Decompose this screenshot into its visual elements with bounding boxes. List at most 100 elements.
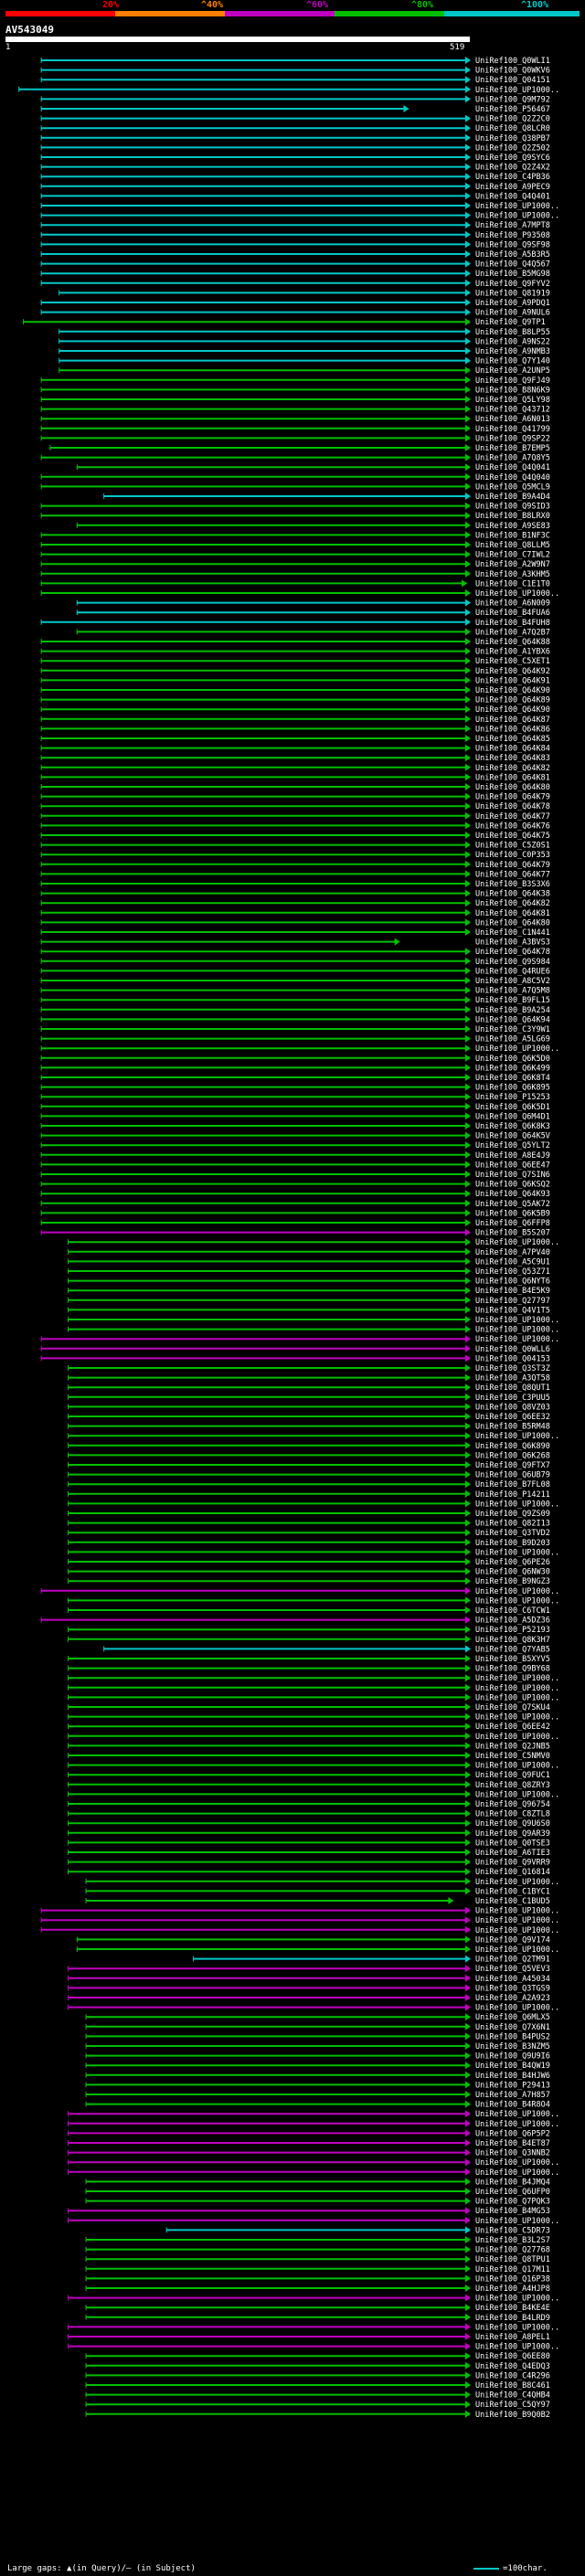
hit-label[interactable]: UniRef100_Q6M4D1	[475, 1112, 550, 1121]
hit-label[interactable]: UniRef100_B9FL15	[475, 996, 550, 1005]
hit-label[interactable]: UniRef100_Q9S984	[475, 958, 550, 967]
hit-label[interactable]: UniRef100_Q3ST3Z	[475, 1364, 550, 1373]
hit-label[interactable]: UniRef100_Q41799	[475, 425, 550, 434]
hit-label[interactable]: UniRef100_B4FUH8	[475, 619, 550, 628]
hit-label[interactable]: UniRef100_Q6MLX5	[475, 2013, 550, 2022]
hit-label[interactable]: UniRef100_Q96754	[475, 1800, 550, 1809]
hit-label[interactable]: UniRef100_C7IWL2	[475, 551, 550, 560]
hit-label[interactable]: UniRef100_Q64K88	[475, 638, 550, 647]
hit-label[interactable]: UniRef100_Q6PE26	[475, 1558, 550, 1567]
hit-label[interactable]: UniRef100_Q5LY98	[475, 396, 550, 405]
hit-label[interactable]: UniRef100_B4E5K9	[475, 1287, 550, 1296]
hit-label[interactable]: UniRef100_C5Z0S1	[475, 842, 550, 851]
hit-label[interactable]: UniRef100_Q27768	[475, 2246, 550, 2255]
hit-label[interactable]: UniRef100_Q64K86	[475, 725, 550, 734]
hit-label[interactable]: UniRef100_Q64K78	[475, 802, 550, 811]
hit-label[interactable]: UniRef100_Q9U9I6	[475, 2052, 550, 2062]
hit-label[interactable]: UniRef100_UP1000..	[475, 212, 559, 221]
hit-label[interactable]: UniRef100_B4LRD9	[475, 2314, 550, 2323]
hit-label[interactable]: UniRef100_Q38PB7	[475, 134, 550, 143]
hit-label[interactable]: UniRef100_B3S3X6	[475, 880, 550, 889]
hit-label[interactable]: UniRef100_Q7Y140	[475, 357, 550, 366]
hit-label[interactable]: UniRef100_Q64K79	[475, 793, 550, 802]
hit-label[interactable]: UniRef100_Q64K85	[475, 735, 550, 744]
hit-label[interactable]: UniRef100_A3BVS3	[475, 938, 550, 948]
hit-label[interactable]: UniRef100_C0P353	[475, 851, 550, 860]
hit-label[interactable]: UniRef100_Q7X6N1	[475, 2023, 550, 2032]
hit-label[interactable]: UniRef100_C3Y9W1	[475, 1025, 550, 1034]
hit-label[interactable]: UniRef100_A8PEL1	[475, 2333, 550, 2342]
hit-label[interactable]: UniRef100_Q6K8T4	[475, 1074, 550, 1083]
hit-label[interactable]: UniRef100_Q64K84	[475, 745, 550, 754]
hit-label[interactable]: UniRef100_UP1000..	[475, 2004, 559, 2013]
hit-label[interactable]: UniRef100_P15253	[475, 1093, 550, 1102]
hit-label[interactable]: UniRef100_Q64K89	[475, 696, 550, 705]
hit-label[interactable]: UniRef100_UP1000..	[475, 2120, 559, 2129]
hit-label[interactable]: UniRef100_Q6K8K3	[475, 1122, 550, 1131]
hit-label[interactable]: UniRef100_A4HJP8	[475, 2284, 550, 2294]
hit-label[interactable]: UniRef100_Q5MCL9	[475, 482, 550, 492]
hit-label[interactable]: UniRef100_Q64K93	[475, 1190, 550, 1199]
hit-label[interactable]: UniRef100_A7Q5M8	[475, 987, 550, 996]
hit-label[interactable]: UniRef100_B9NGZ3	[475, 1577, 550, 1586]
hit-label[interactable]: UniRef100_Q8ZRY3	[475, 1781, 550, 1790]
hit-label[interactable]: UniRef100_A9NUL6	[475, 309, 550, 318]
hit-label[interactable]: UniRef100_Q4EDQ3	[475, 2362, 550, 2371]
hit-label[interactable]: UniRef100_Q64K78	[475, 948, 550, 957]
hit-label[interactable]: UniRef100_UP1000..	[475, 1326, 559, 1335]
hit-label[interactable]: UniRef100_B8LP55	[475, 328, 550, 337]
hit-label[interactable]: UniRef100_B8LRX0	[475, 512, 550, 521]
hit-label[interactable]: UniRef100_B4JMQ4	[475, 2178, 550, 2187]
hit-label[interactable]: UniRef100_Q2JNB5	[475, 1742, 550, 1751]
hit-label[interactable]: UniRef100_B4HJW6	[475, 2072, 550, 2081]
hit-label[interactable]: UniRef100_B4KE4E	[475, 2304, 550, 2313]
hit-label[interactable]: UniRef100_Q81919	[475, 289, 550, 298]
hit-label[interactable]: UniRef100_Q9M792	[475, 95, 550, 104]
hit-label[interactable]: UniRef100_C1E1T0	[475, 579, 550, 588]
hit-label[interactable]: UniRef100_A9PEC9	[475, 183, 550, 192]
hit-label[interactable]: UniRef100_Q6K895	[475, 1084, 550, 1093]
hit-label[interactable]: UniRef100_Q43712	[475, 406, 550, 415]
hit-label[interactable]: UniRef100_Q6EE32	[475, 1413, 550, 1422]
hit-label[interactable]: UniRef100_A1YBX6	[475, 648, 550, 657]
hit-label[interactable]: UniRef100_UP1000..	[475, 1500, 559, 1509]
hit-label[interactable]: UniRef100_B4ET87	[475, 2139, 550, 2148]
hit-label[interactable]: UniRef100_A5B3R5	[475, 250, 550, 260]
hit-label[interactable]: UniRef100_Q64K81	[475, 909, 550, 918]
hit-label[interactable]: UniRef100_Q8LCR0	[475, 124, 550, 133]
hit-label[interactable]: UniRef100_Q6K5D0	[475, 1055, 550, 1064]
hit-label[interactable]: UniRef100_UP1000..	[475, 1044, 559, 1054]
hit-label[interactable]: UniRef100_Q3TVD2	[475, 1529, 550, 1538]
hit-label[interactable]: UniRef100_C1BYC1	[475, 1887, 550, 1896]
hit-label[interactable]: UniRef100_UP1000..	[475, 2110, 559, 2119]
hit-label[interactable]: UniRef100_A7PV40	[475, 1248, 550, 1257]
hit-label[interactable]: UniRef100_P93508	[475, 231, 550, 240]
hit-label[interactable]: UniRef100_B4MG53	[475, 2207, 550, 2216]
hit-label[interactable]: UniRef100_UP1000..	[475, 1548, 559, 1557]
hit-label[interactable]: UniRef100_B3NZM5	[475, 2042, 550, 2051]
hit-label[interactable]: UniRef100_Q0WLI1	[475, 57, 550, 66]
hit-label[interactable]: UniRef100_A6TIE3	[475, 1849, 550, 1858]
hit-label[interactable]: UniRef100_C1BUD5	[475, 1897, 550, 1906]
hit-label[interactable]: UniRef100_Q7SIN6	[475, 1171, 550, 1180]
hit-label[interactable]: UniRef100_A2W9N7	[475, 560, 550, 569]
hit-label[interactable]: UniRef100_Q6K499	[475, 1064, 550, 1073]
hit-label[interactable]: UniRef100_A8C5V2	[475, 977, 550, 986]
hit-label[interactable]: UniRef100_Q64K5V	[475, 1132, 550, 1141]
hit-label[interactable]: UniRef100_Q4V1T5	[475, 1306, 550, 1315]
hit-label[interactable]: UniRef100_Q6NYT6	[475, 1277, 550, 1287]
hit-label[interactable]: UniRef100_Q9SID3	[475, 503, 550, 512]
hit-label[interactable]: UniRef100_Q9SP22	[475, 434, 550, 443]
hit-label[interactable]: UniRef100_Q64K94	[475, 1015, 550, 1024]
hit-label[interactable]: UniRef100_Q04151	[475, 76, 550, 85]
hit-label[interactable]: UniRef100_UP1000..	[475, 1693, 559, 1702]
hit-label[interactable]: UniRef100_Q9FYV2	[475, 280, 550, 289]
hit-label[interactable]: UniRef100_Q6K5B9	[475, 1209, 550, 1218]
hit-label[interactable]: UniRef100_P52193	[475, 1626, 550, 1635]
hit-label[interactable]: UniRef100_Q9FUC1	[475, 1771, 550, 1780]
hit-label[interactable]: UniRef100_Q64K83	[475, 754, 550, 763]
hit-label[interactable]: UniRef100_C5XET1	[475, 657, 550, 666]
hit-label[interactable]: UniRef100_Q2Z4X2	[475, 164, 550, 173]
hit-label[interactable]: UniRef100_Q64K90	[475, 705, 550, 715]
hit-label[interactable]: UniRef100_Q5YLT2	[475, 1141, 550, 1150]
